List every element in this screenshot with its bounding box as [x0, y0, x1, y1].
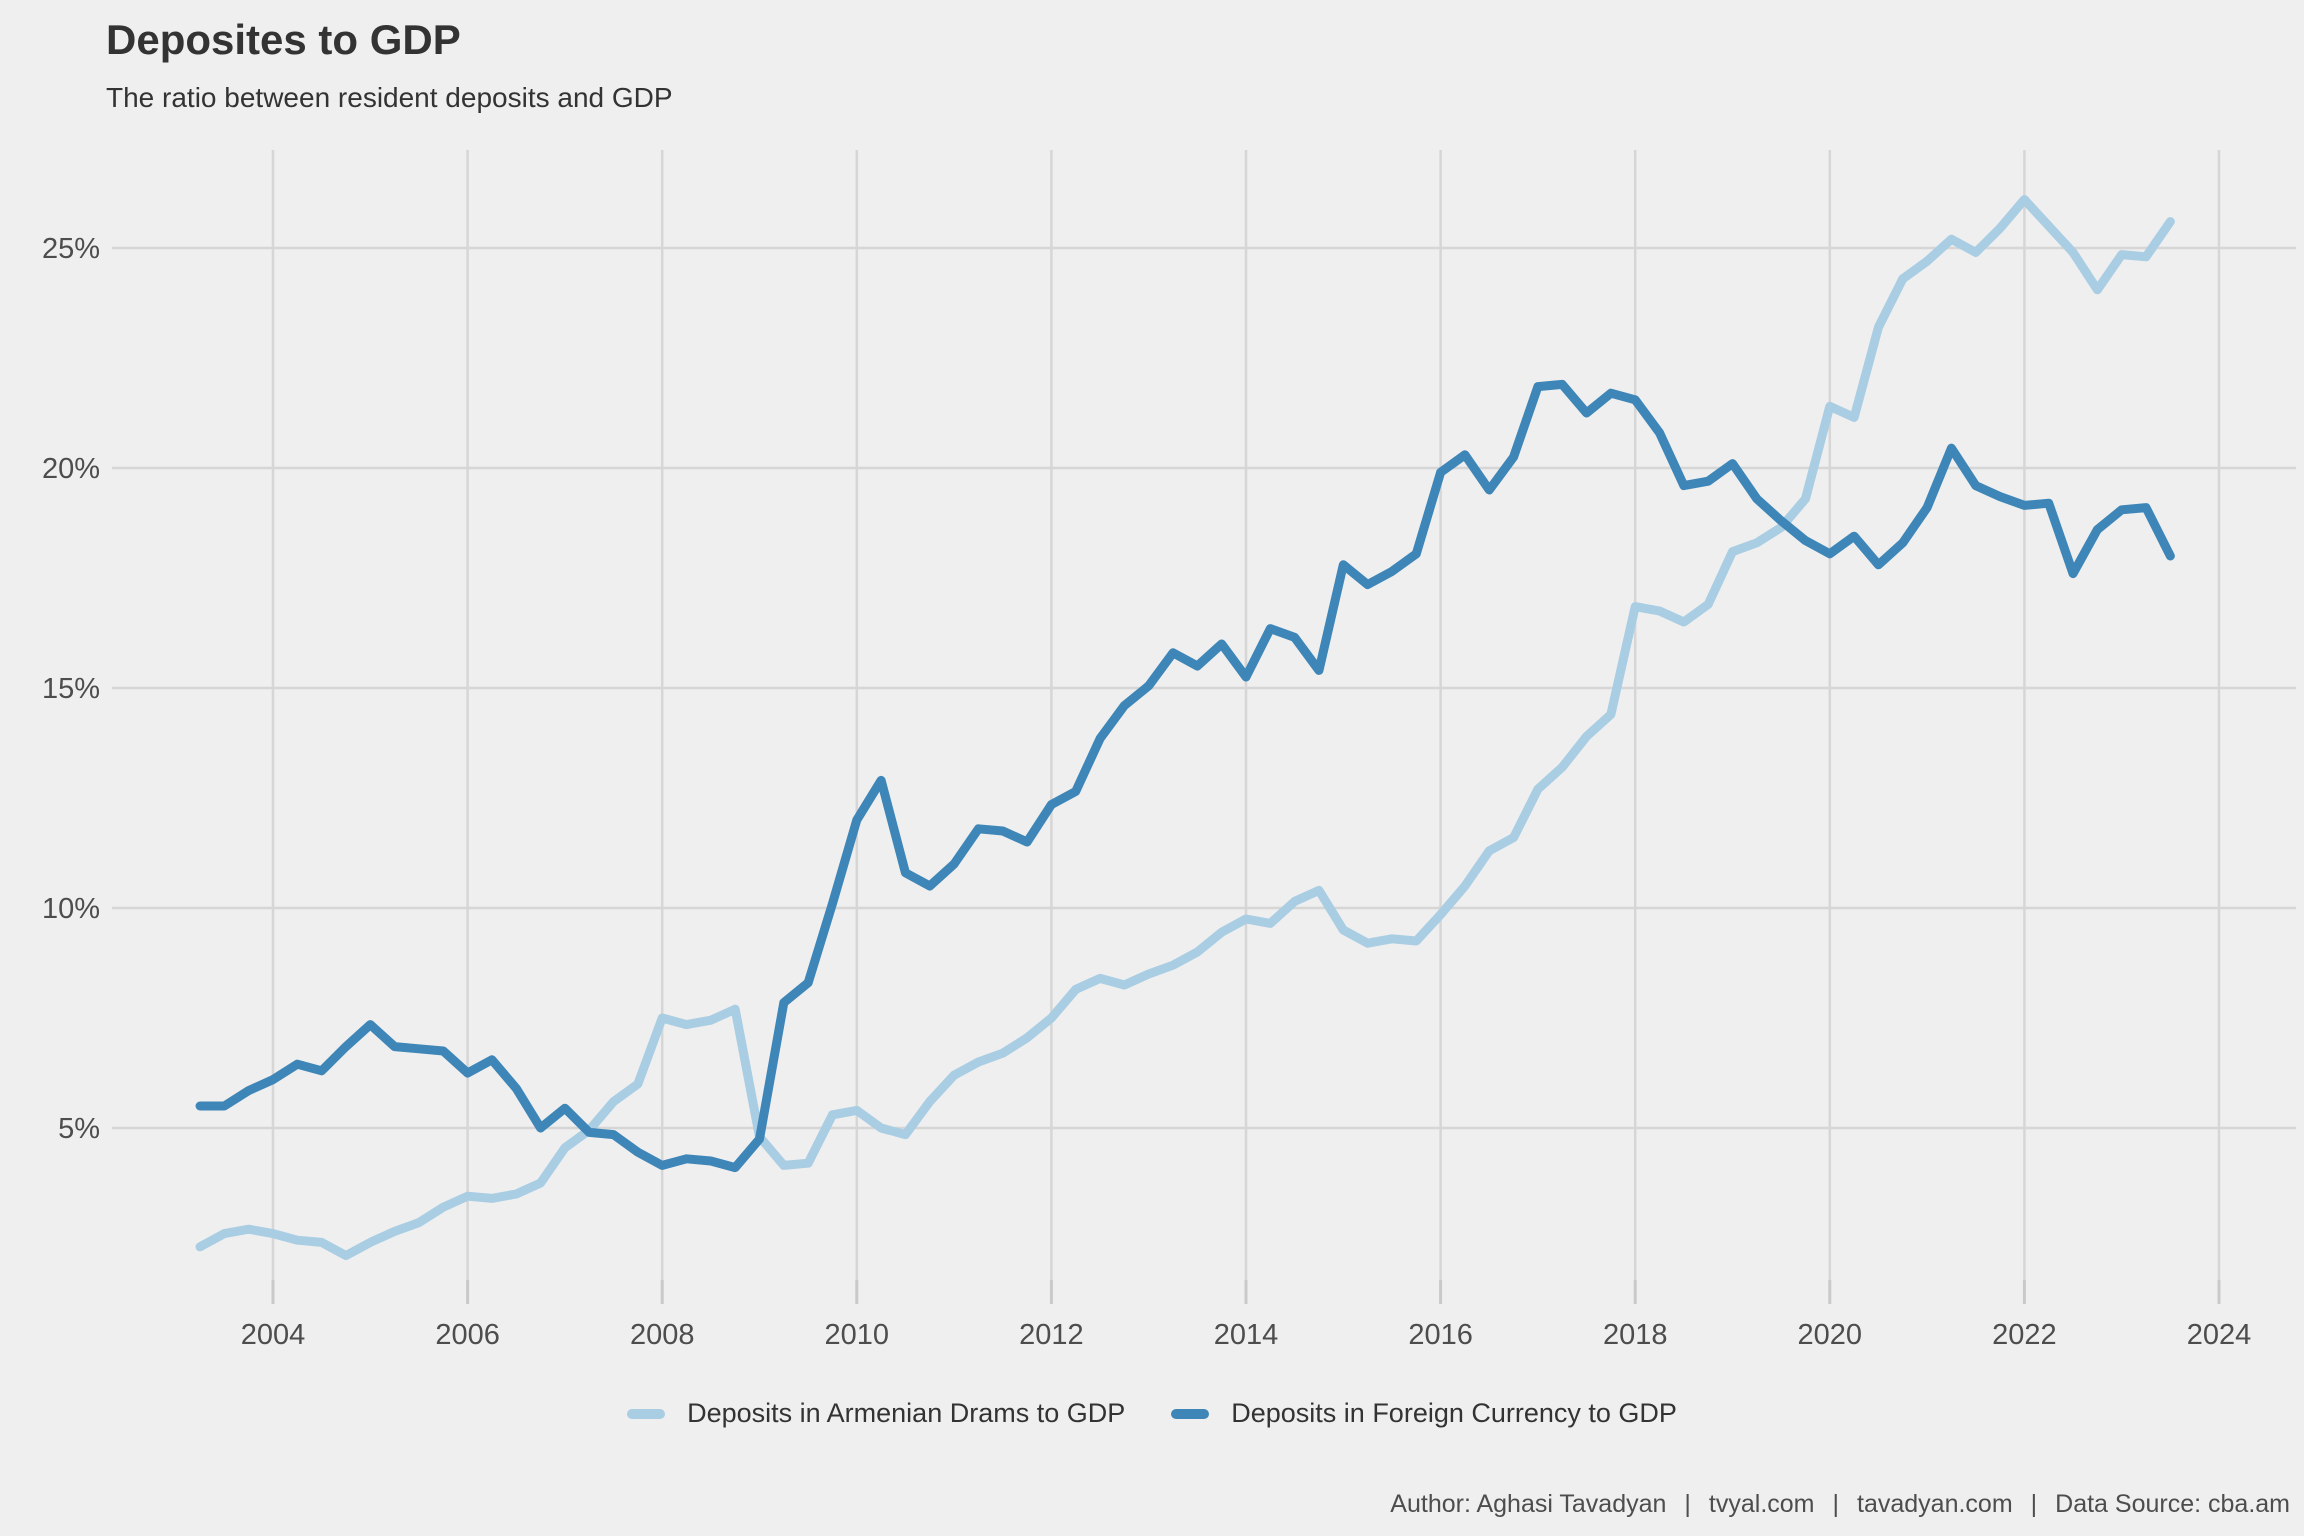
y-tick-label-10: 10%	[42, 893, 100, 925]
chart-subtitle: The ratio between resident deposits and …	[106, 82, 673, 113]
legend-label-drams: Deposits in Armenian Drams to GDP	[687, 1398, 1126, 1428]
caption-site-tavadyan: tavadyan.com	[1857, 1490, 2013, 1518]
legend-label-foreign: Deposits in Foreign Currency to GDP	[1231, 1398, 1677, 1428]
x-tick-label-2022: 2022	[1992, 1319, 2057, 1351]
x-tick-label-2010: 2010	[825, 1319, 890, 1351]
y-tick-label-25: 25%	[42, 233, 100, 265]
caption-data-source: Data Source: cba.am	[2055, 1490, 2290, 1518]
x-tick-label-2004: 2004	[241, 1319, 306, 1351]
series-line-drams	[195, 195, 2175, 1261]
caption-author: Author: Aghasi Tavadyan	[1390, 1490, 1667, 1518]
legend-swatch-foreign	[1171, 1408, 1210, 1419]
legend-item-foreign: Deposits in Foreign Currency to GDP	[1171, 1398, 1677, 1429]
caption: Author: Aghasi Tavadyan | tvyal.com | tavady…	[1390, 1490, 2290, 1519]
y-tick-label-15: 15%	[42, 673, 100, 705]
x-tick-label-2018: 2018	[1603, 1319, 1668, 1351]
caption-separator-1: |	[1684, 1490, 1691, 1518]
legend-swatch-drams	[627, 1408, 666, 1419]
caption-separator-3: |	[2030, 1490, 2038, 1518]
x-tick-label-2012: 2012	[1019, 1319, 1084, 1351]
x-tick-label-2020: 2020	[1798, 1319, 1863, 1351]
y-tick-label-5: 5%	[58, 1113, 100, 1145]
y-tick-label-20: 20%	[42, 453, 100, 485]
legend: Deposits in Armenian Drams to GDP Deposi…	[0, 1398, 2304, 1429]
caption-site-tvyal: tvyal.com	[1708, 1490, 1815, 1518]
x-tick-label-2014: 2014	[1214, 1319, 1279, 1351]
chart-title: Deposites to GDP	[106, 16, 461, 63]
series-line-foreign-currency	[195, 379, 2175, 1173]
x-tick-label-2024: 2024	[2187, 1319, 2252, 1351]
x-tick-label-2006: 2006	[435, 1319, 500, 1351]
caption-separator-2: |	[1832, 1490, 1840, 1518]
x-tick-label-2016: 2016	[1408, 1319, 1473, 1351]
x-tick-label-2008: 2008	[630, 1319, 695, 1351]
legend-item-drams: Deposits in Armenian Drams to GDP	[627, 1398, 1125, 1429]
